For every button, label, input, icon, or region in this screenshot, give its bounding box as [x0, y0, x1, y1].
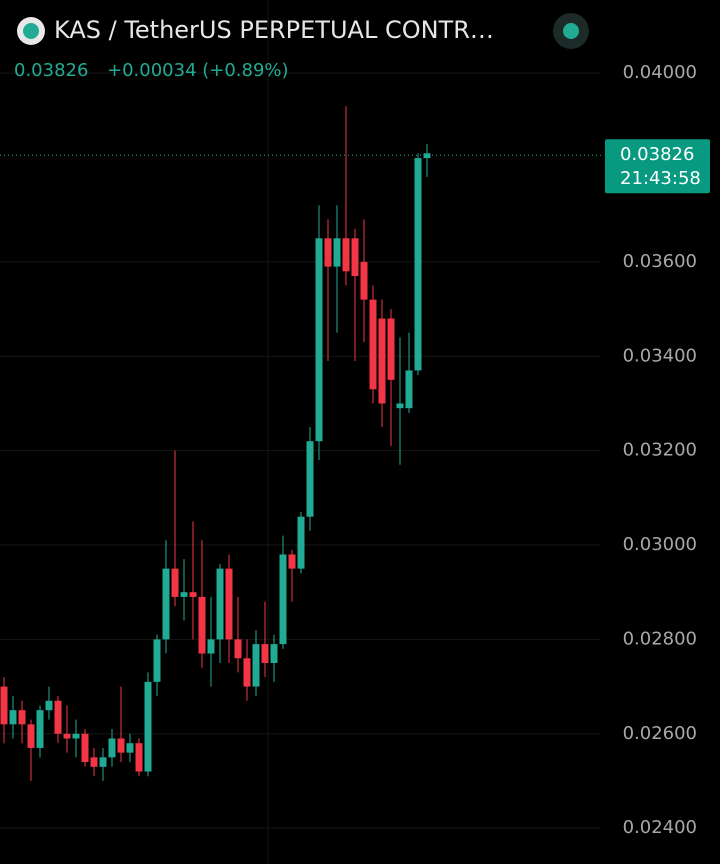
candle-body — [306, 441, 314, 517]
y-tick-label: 0.02600 — [623, 723, 697, 744]
candle-body — [198, 596, 206, 654]
candle-body — [243, 658, 251, 687]
candle-body — [234, 639, 242, 659]
candle-body — [63, 733, 71, 739]
candle-body — [378, 318, 386, 404]
candle-body — [324, 238, 332, 267]
candle-body — [153, 639, 161, 682]
candle-body — [333, 238, 341, 267]
symbol-icon-inner — [23, 23, 39, 39]
candle-body — [360, 261, 368, 300]
candle-body — [423, 153, 431, 159]
candle-body — [126, 743, 134, 753]
candle-body — [414, 158, 422, 371]
candle-body — [216, 568, 224, 640]
candle-body — [207, 639, 215, 654]
price-change: +0.00034 (+0.89%) — [107, 60, 289, 81]
candle-body — [351, 238, 359, 277]
candle-body — [342, 238, 350, 272]
candle-body — [36, 710, 44, 748]
y-tick-label: 0.03600 — [623, 251, 697, 272]
candle-body — [180, 592, 188, 597]
y-tick-label: 0.03400 — [623, 345, 697, 366]
y-tick-label: 0.03000 — [623, 534, 697, 555]
y-tick-label: 0.02800 — [623, 628, 697, 649]
candle-body — [144, 681, 152, 772]
candle-body — [315, 238, 323, 442]
y-tick-label: 0.03200 — [623, 440, 697, 461]
last-price: 0.03826 — [14, 60, 88, 81]
candle-body — [252, 644, 260, 687]
symbol-title[interactable]: KAS / TetherUS PERPETUAL CONTR… — [54, 16, 494, 44]
candle-body — [405, 370, 413, 409]
candles — [0, 106, 431, 781]
status-dot — [563, 23, 579, 39]
last-price-marker: 0.03826 21:43:58 — [0, 139, 710, 194]
last-time-label: 21:43:58 — [620, 168, 701, 189]
y-tick-label: 0.02400 — [623, 817, 697, 838]
candle-body — [288, 554, 296, 569]
y-tick-label: 0.04000 — [623, 62, 697, 83]
candle-body — [225, 568, 233, 640]
candle-body — [81, 733, 89, 763]
candle-body — [117, 738, 125, 753]
candle-body — [108, 738, 116, 758]
candle-body — [162, 568, 170, 640]
candle-body — [270, 644, 278, 663]
candle-body — [189, 592, 197, 597]
candle-body — [297, 516, 305, 569]
candle-body — [90, 757, 98, 767]
last-price-label: 0.03826 — [620, 144, 694, 165]
candle-body — [27, 724, 35, 748]
candle-body — [54, 700, 62, 734]
candle-body — [18, 710, 26, 725]
candle-body — [369, 299, 377, 390]
candle-body — [9, 710, 17, 725]
candle-body — [387, 318, 395, 380]
candle-body — [261, 644, 269, 663]
candle-body — [99, 757, 107, 767]
candle-body — [135, 743, 143, 772]
last-price-box — [605, 139, 710, 194]
candle-body — [72, 733, 80, 739]
candle-body — [396, 403, 404, 409]
y-axis: 0.02400 0.02600 0.02800 0.03000 0.03200 0.034… — [623, 62, 697, 838]
candle-body — [0, 686, 8, 725]
candle-body — [45, 700, 53, 711]
candle-body — [279, 554, 287, 645]
candle-body — [171, 568, 179, 597]
